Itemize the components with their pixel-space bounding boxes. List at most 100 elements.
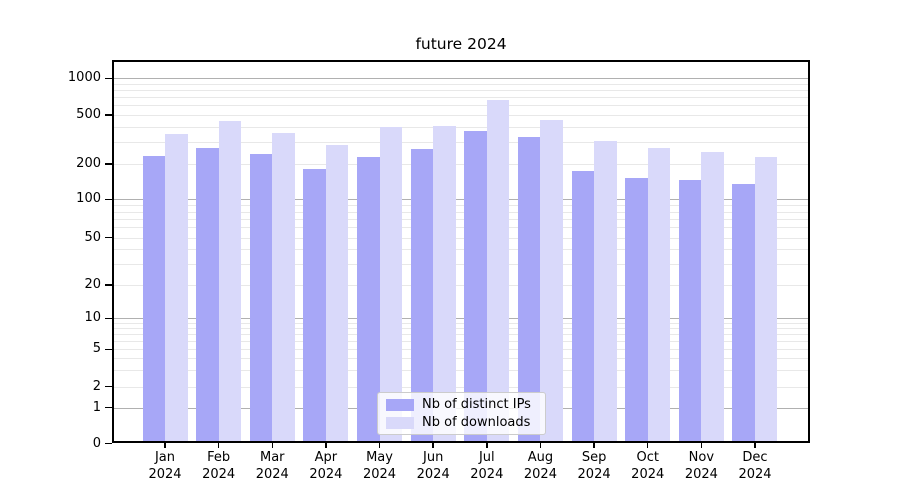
gridline-minor-8 (112, 328, 810, 330)
bar-nb-of-distinct-ips-dec-2024 (732, 183, 755, 443)
y-ticklabel-5: 5 (92, 341, 101, 357)
x-tickmark-sep-2024 (593, 443, 595, 448)
bar-nb-of-downloads-dec-2024 (754, 156, 778, 443)
y-ticklabel-50: 50 (84, 229, 101, 245)
y-ticklabel-500: 500 (76, 107, 101, 123)
y-tickmark-5 (105, 348, 112, 350)
y-tickmark-500 (105, 114, 112, 116)
y-ticklabel-20: 20 (84, 277, 101, 292)
bar-nb-of-distinct-ips-feb-2024 (196, 147, 219, 443)
bar-nb-of-downloads-aug-2024 (540, 120, 563, 443)
x-ticklabel-dec-2024: Dec 2024 (738, 450, 772, 482)
x-ticklabel-jul-2024: Jul 2024 (470, 450, 504, 482)
y-ticklabel-1000: 1000 (67, 70, 101, 86)
gridline-minor-6 (112, 341, 810, 343)
y-tickmark-50 (105, 236, 112, 239)
y-ticklabel-10: 10 (84, 310, 101, 326)
y-tickmark-20 (105, 284, 112, 286)
legend-item-downloads: Nb of downloads (386, 415, 537, 430)
gridline-minor-400 (112, 126, 810, 128)
x-tickmark-apr-2024 (325, 443, 327, 448)
gridline-minor-60 (112, 227, 810, 229)
gridline-minor-300 (112, 142, 810, 144)
bar-nb-of-downloads-may-2024 (379, 127, 403, 443)
x-tickmark-jun-2024 (432, 443, 434, 448)
x-tickmark-oct-2024 (647, 443, 649, 448)
y-ticklabel-2: 2 (92, 378, 101, 394)
x-tickmark-nov-2024 (700, 443, 703, 448)
x-tickmark-may-2024 (378, 443, 381, 448)
x-ticklabel-nov-2024: Nov 2024 (684, 450, 718, 482)
gridline-minor-40 (112, 249, 810, 251)
bar-nb-of-distinct-ips-sep-2024 (571, 170, 595, 443)
y-tickmark-1000 (105, 77, 112, 79)
gridline-minor-9 (112, 323, 810, 324)
y-tickmark-1 (105, 407, 112, 409)
bar-nb-of-downloads-sep-2024 (594, 141, 617, 443)
gridline-minor-70 (112, 218, 810, 220)
bar-nb-of-downloads-apr-2024 (325, 145, 349, 443)
bar-nb-of-distinct-ips-mar-2024 (249, 154, 273, 443)
bar-nb-of-distinct-ips-apr-2024 (303, 169, 326, 443)
bar-nb-of-downloads-jul-2024 (486, 99, 510, 443)
bar-nb-of-distinct-ips-oct-2024 (625, 178, 648, 443)
gridline-minor-800 (112, 90, 810, 92)
bar-nb-of-downloads-jan-2024 (165, 134, 188, 443)
gridline-minor-20 (112, 285, 810, 286)
x-tickmark-jul-2024 (486, 443, 488, 448)
gridline-minor-80 (112, 211, 810, 213)
y-ticklabel-100: 100 (76, 191, 101, 207)
legend-label-distinct-ips: Nb of distinct IPs (422, 397, 531, 412)
gridline-minor-3 (112, 370, 810, 372)
x-ticklabel-aug-2024: Aug 2024 (523, 450, 557, 482)
bar-nb-of-distinct-ips-aug-2024 (517, 137, 541, 443)
bar-nb-of-downloads-mar-2024 (272, 133, 295, 443)
chart-title: future 2024 (415, 35, 507, 53)
gridline-minor-600 (112, 105, 810, 107)
bar-nb-of-downloads-nov-2024 (701, 151, 724, 443)
gridline-major-1000 (112, 78, 810, 80)
x-ticklabel-apr-2024: Apr 2024 (309, 450, 343, 482)
bar-nb-of-distinct-ips-jun-2024 (410, 149, 434, 443)
legend-item-distinct-ips: Nb of distinct IPs (386, 397, 537, 412)
legend-label-downloads: Nb of downloads (422, 415, 531, 430)
plot-area (112, 60, 810, 443)
y-tickmark-100 (105, 198, 112, 200)
x-ticklabel-sep-2024: Sep 2024 (577, 450, 611, 482)
legend-swatch-downloads (386, 416, 414, 429)
x-ticklabel-jun-2024: Jun 2024 (416, 450, 450, 482)
x-tickmark-aug-2024 (539, 443, 542, 448)
bar-nb-of-distinct-ips-jan-2024 (142, 155, 165, 443)
y-ticklabel-0: 0 (92, 435, 101, 451)
gridline-minor-500 (112, 115, 810, 117)
y-ticklabel-1: 1 (92, 399, 101, 415)
gridline-major-10 (112, 318, 810, 320)
y-tickmark-2 (105, 386, 112, 388)
gridline-minor-700 (112, 97, 810, 99)
legend: Nb of distinct IPs Nb of downloads (377, 392, 546, 435)
bar-nb-of-distinct-ips-may-2024 (357, 156, 380, 443)
x-tickmark-jan-2024 (164, 443, 166, 448)
gridline-major-100 (112, 199, 810, 201)
y-ticklabel-200: 200 (76, 155, 101, 171)
x-tickmark-mar-2024 (271, 443, 273, 448)
x-ticklabel-may-2024: May 2024 (362, 450, 397, 482)
x-ticklabel-jan-2024: Jan 2024 (148, 450, 182, 482)
y-tickmark-10 (105, 317, 112, 319)
gridline-minor-50 (112, 237, 810, 239)
gridline-minor-200 (112, 163, 810, 165)
x-ticklabel-oct-2024: Oct 2024 (631, 450, 665, 482)
bar-nb-of-downloads-feb-2024 (218, 121, 242, 443)
bar-nb-of-distinct-ips-nov-2024 (678, 179, 702, 443)
x-ticklabel-feb-2024: Feb 2024 (202, 450, 236, 482)
bar-nb-of-downloads-jun-2024 (433, 126, 456, 443)
bar-nb-of-downloads-oct-2024 (647, 147, 671, 443)
bar-nb-of-distinct-ips-jul-2024 (464, 130, 487, 443)
gridline-minor-4 (112, 358, 810, 360)
y-tickmark-0 (105, 442, 112, 445)
legend-swatch-distinct-ips (386, 398, 414, 411)
gridline-minor-30 (112, 263, 810, 265)
gridline-minor-5 (112, 349, 810, 351)
gridline-minor-2 (112, 386, 810, 388)
